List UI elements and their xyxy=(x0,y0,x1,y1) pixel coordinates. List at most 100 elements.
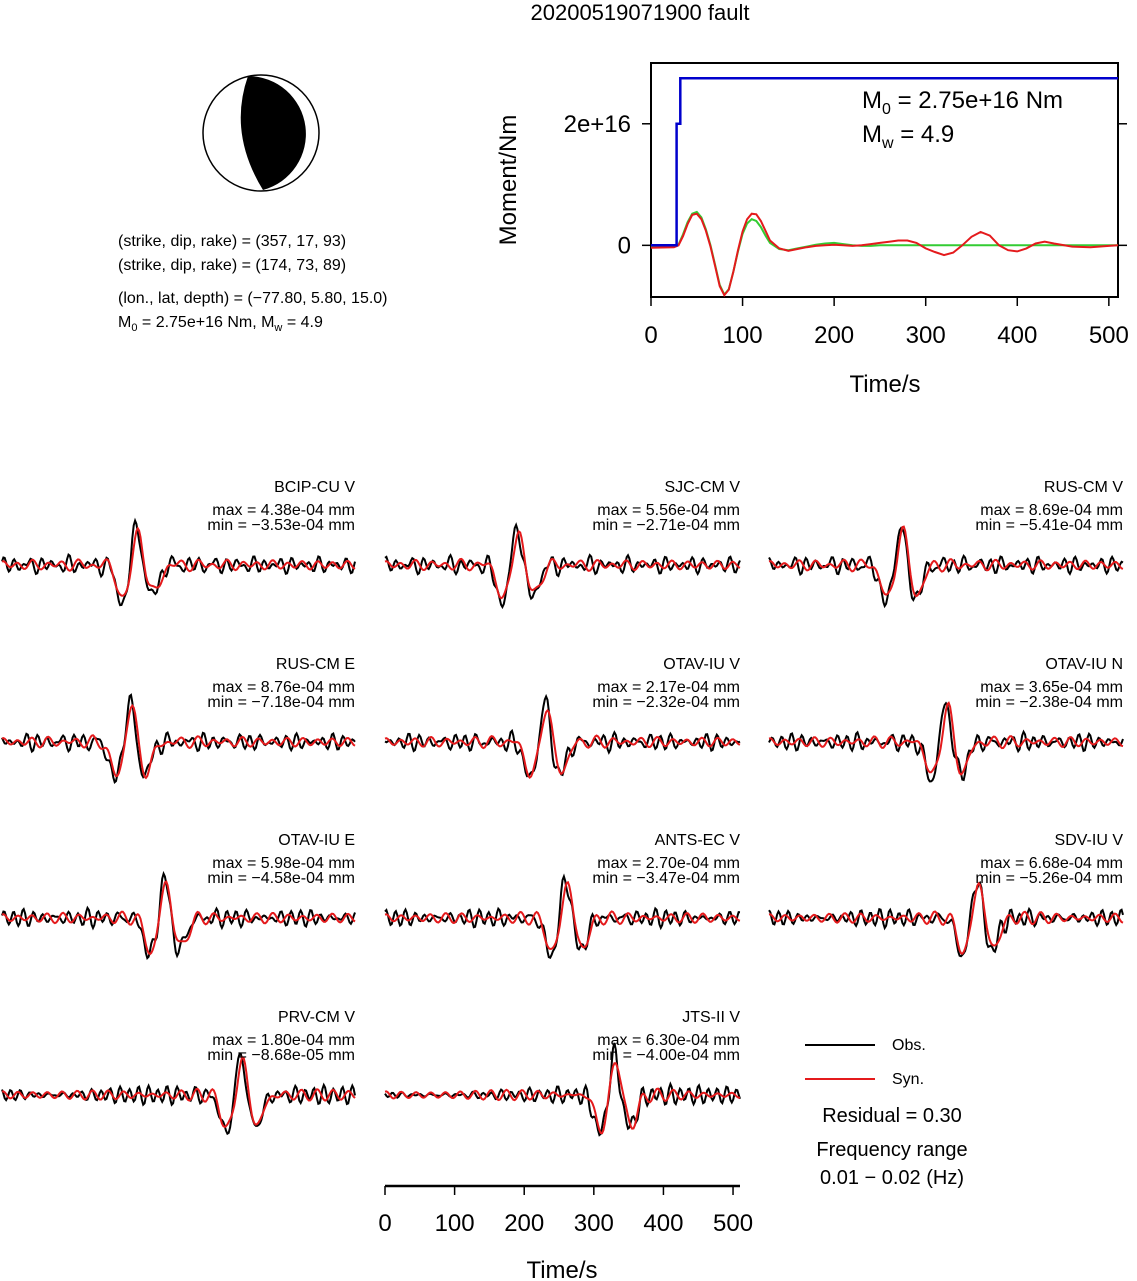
moment-y-tick-label: 0 xyxy=(618,232,631,259)
trace-min-label: min = −7.18e-04 mm xyxy=(207,694,355,711)
observed-trace xyxy=(384,693,741,778)
synthetic-trace xyxy=(384,529,741,600)
trace-min-label: min = −5.26e-04 mm xyxy=(975,870,1123,887)
observed-trace xyxy=(1,1052,356,1136)
trace-min-label: min = −2.32e-04 mm xyxy=(592,694,740,711)
station-label: RUS-CM V xyxy=(1044,479,1123,496)
waveform-x-tick-label: 100 xyxy=(435,1210,475,1237)
figure-title: 20200519071900 fault xyxy=(531,0,750,25)
trace-min-label: min = −2.71e-04 mm xyxy=(592,517,740,534)
waveform-x-tick-label: 0 xyxy=(378,1210,391,1237)
trace-max-label: max = 5.98e-04 mm xyxy=(212,855,355,872)
waveform-x-tick-label: 200 xyxy=(504,1210,544,1237)
station-label: BCIP-CU V xyxy=(274,479,355,496)
trace-max-label: max = 2.17e-04 mm xyxy=(597,679,740,696)
moment-rate-red-line xyxy=(650,212,1119,298)
station-label: OTAV-IU N xyxy=(1045,656,1123,673)
moment-x-tick-label: 0 xyxy=(644,322,657,349)
observed-trace xyxy=(384,873,741,959)
trace-max-label: max = 1.80e-04 mm xyxy=(212,1032,355,1049)
station-label: SJC-CM V xyxy=(664,479,740,496)
station-label: SDV-IU V xyxy=(1055,832,1124,849)
cumulative-moment-line xyxy=(651,76,1118,247)
synthetic-trace xyxy=(1,526,356,597)
mechanism-info: (strike, dip, rake) = (357, 17, 93) (str… xyxy=(118,233,388,334)
observed-trace xyxy=(768,526,1124,609)
legend: Obs. Syn. Residual = 0.30 Frequency rang… xyxy=(805,1037,968,1189)
trace-max-label: max = 2.70e-04 mm xyxy=(597,855,740,872)
observed-trace xyxy=(384,522,741,610)
residual-text: Residual = 0.30 xyxy=(822,1105,962,1127)
station-label: ANTS-EC V xyxy=(655,832,741,849)
trace-min-label: min = −4.00e-04 mm xyxy=(592,1047,740,1064)
waveform-x-tick-label: 400 xyxy=(643,1210,683,1237)
trace-max-label: max = 5.56e-04 mm xyxy=(597,502,740,519)
moment-mw-annotation: Mw = 4.9 xyxy=(862,121,954,152)
trace-max-label: max = 4.38e-04 mm xyxy=(212,502,355,519)
trace-min-label: min = −5.41e-04 mm xyxy=(975,517,1123,534)
trace-min-label: min = −4.58e-04 mm xyxy=(207,870,355,887)
waveform-x-label: Time/s xyxy=(526,1257,597,1281)
trace-min-label: min = −3.53e-04 mm xyxy=(207,517,355,534)
frequency-range: 0.01 − 0.02 (Hz) xyxy=(820,1167,964,1189)
moment-x-tick-label: 100 xyxy=(723,322,763,349)
moment-x-tick-label: 200 xyxy=(814,322,854,349)
trace-min-label: min = −3.47e-04 mm xyxy=(592,870,740,887)
synthetic-trace xyxy=(384,1062,741,1135)
plane1-text: (strike, dip, rake) = (357, 17, 93) xyxy=(118,233,346,250)
legend-syn-label: Syn. xyxy=(892,1071,924,1088)
station-label: OTAV-IU V xyxy=(663,656,740,673)
station-label: PRV-CM V xyxy=(278,1009,355,1026)
synthetic-trace xyxy=(384,880,741,951)
moment-x-tick-label: 300 xyxy=(906,322,946,349)
trace-max-label: max = 8.76e-04 mm xyxy=(212,679,355,696)
moment-rate-plot: 0 100 200 300 400 500 0 2e+16 Time/s Moment/Nm… xyxy=(495,62,1129,398)
moment-x-tick-label: 500 xyxy=(1089,322,1129,349)
legend-obs-label: Obs. xyxy=(892,1037,926,1054)
moment-plot-frame xyxy=(650,62,1119,298)
waveform-time-axis: 0 100 200 300 400 500 Time/s xyxy=(378,1184,753,1281)
moment-x-tick-label: 400 xyxy=(997,322,1037,349)
station-label: OTAV-IU E xyxy=(278,832,355,849)
frequency-title: Frequency range xyxy=(816,1139,967,1161)
moment-rate-green-line xyxy=(651,210,1118,297)
waveform-x-tick-label: 300 xyxy=(574,1210,614,1237)
synthetic-trace xyxy=(384,708,741,780)
synthetic-trace xyxy=(768,881,1124,955)
waveform-x-tick-label: 500 xyxy=(713,1210,753,1237)
station-label: JTS-II V xyxy=(682,1009,740,1026)
synthetic-trace xyxy=(1,880,356,956)
observed-trace xyxy=(1,693,356,784)
trace-max-label: max = 8.69e-04 mm xyxy=(980,502,1123,519)
trace-min-label: min = −2.38e-04 mm xyxy=(975,694,1123,711)
trace-max-label: max = 6.30e-04 mm xyxy=(597,1032,740,1049)
moment-y-label: Moment/Nm xyxy=(495,115,522,246)
moment-m0-annotation: M0 = 2.75e+16 Nm xyxy=(862,87,1063,118)
focal-mechanism-beachball xyxy=(202,74,320,192)
observed-trace xyxy=(1,870,356,961)
trace-max-label: max = 3.65e-04 mm xyxy=(980,679,1123,696)
synthetic-trace xyxy=(768,525,1124,598)
moment-x-label: Time/s xyxy=(849,371,920,398)
station-label: RUS-CM E xyxy=(276,656,355,673)
moment-y-tick-label: 2e+16 xyxy=(564,111,631,138)
trace-min-label: min = −8.68e-05 mm xyxy=(207,1047,355,1064)
location-text: (lon., lat, depth) = (−77.80, 5.80, 15.0… xyxy=(118,290,388,307)
synthetic-trace xyxy=(768,701,1124,776)
synthetic-trace xyxy=(1,703,356,780)
moment-text: M0 = 2.75e+16 Nm, Mw = 4.9 xyxy=(118,314,323,334)
trace-max-label: max = 6.68e-04 mm xyxy=(980,855,1123,872)
plane2-text: (strike, dip, rake) = (174, 73, 89) xyxy=(118,257,346,274)
